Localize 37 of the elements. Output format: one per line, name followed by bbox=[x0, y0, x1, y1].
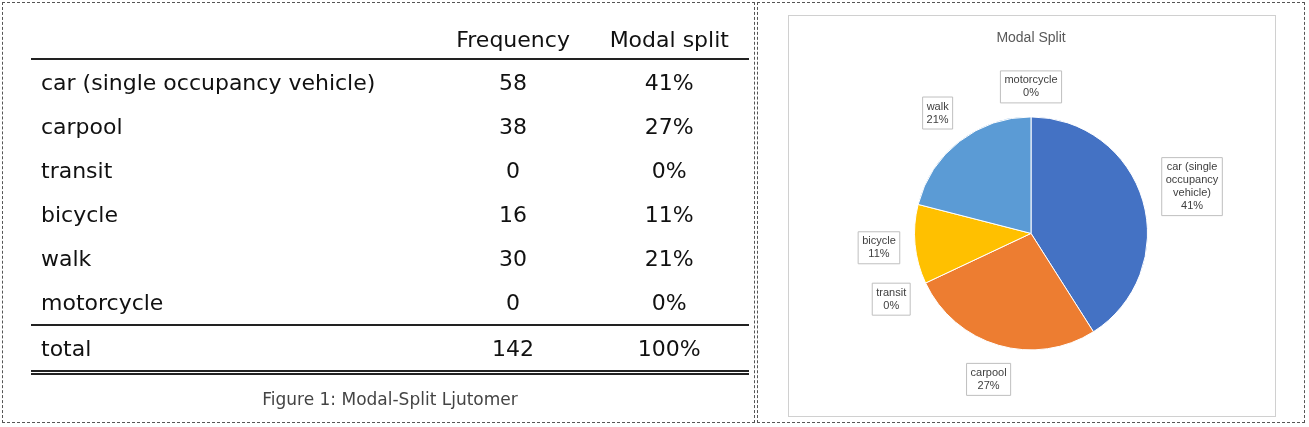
data-label: 0% bbox=[650, 156, 688, 185]
data-label: 38 bbox=[498, 112, 529, 141]
text: 0% bbox=[1023, 86, 1039, 99]
text: Modal split bbox=[589, 17, 749, 59]
text: Frequency bbox=[436, 17, 590, 59]
category-label: bicycle bbox=[40, 200, 119, 229]
category-label: carpool bbox=[40, 112, 124, 141]
category-label: transit bbox=[876, 285, 907, 298]
data-label: 142 bbox=[436, 325, 590, 373]
category-label: transit bbox=[40, 156, 114, 185]
category-label: total bbox=[31, 325, 437, 373]
category-label: car (single occupancy vehicle) bbox=[40, 68, 377, 97]
slice-label: carpool bbox=[970, 365, 1007, 378]
data-label: 41% bbox=[643, 68, 695, 97]
text: Figure 1: Modal-Split Ljutomer bbox=[261, 389, 519, 409]
slice-label: car (single occupancy vehicle) bbox=[1165, 160, 1219, 199]
data-label: 41% bbox=[1181, 199, 1204, 212]
data-label: 0 bbox=[505, 288, 522, 317]
data-label: 21% bbox=[926, 112, 949, 125]
data-label: 30 bbox=[498, 244, 529, 273]
chart-title: Modal Split bbox=[996, 29, 1066, 46]
data-label: 21% bbox=[643, 244, 695, 273]
data-label: 11% bbox=[643, 200, 695, 229]
data-label: 11% bbox=[868, 247, 890, 260]
slice-label: walk bbox=[925, 99, 950, 112]
data-label: 58 bbox=[498, 68, 529, 97]
data-label: 0% bbox=[650, 288, 688, 317]
category-label: motorcycle bbox=[1004, 73, 1058, 86]
data-label: 27% bbox=[643, 112, 695, 141]
slice-label: bicycle bbox=[862, 234, 896, 247]
data-label: 27% bbox=[977, 378, 1000, 391]
data-label: 16 bbox=[498, 200, 529, 229]
data-label: 100% bbox=[589, 325, 749, 373]
category-label: walk bbox=[40, 244, 93, 273]
category-label: motorcycle bbox=[40, 288, 165, 317]
data-label: 0 bbox=[505, 156, 522, 185]
text: 0% bbox=[883, 298, 900, 311]
